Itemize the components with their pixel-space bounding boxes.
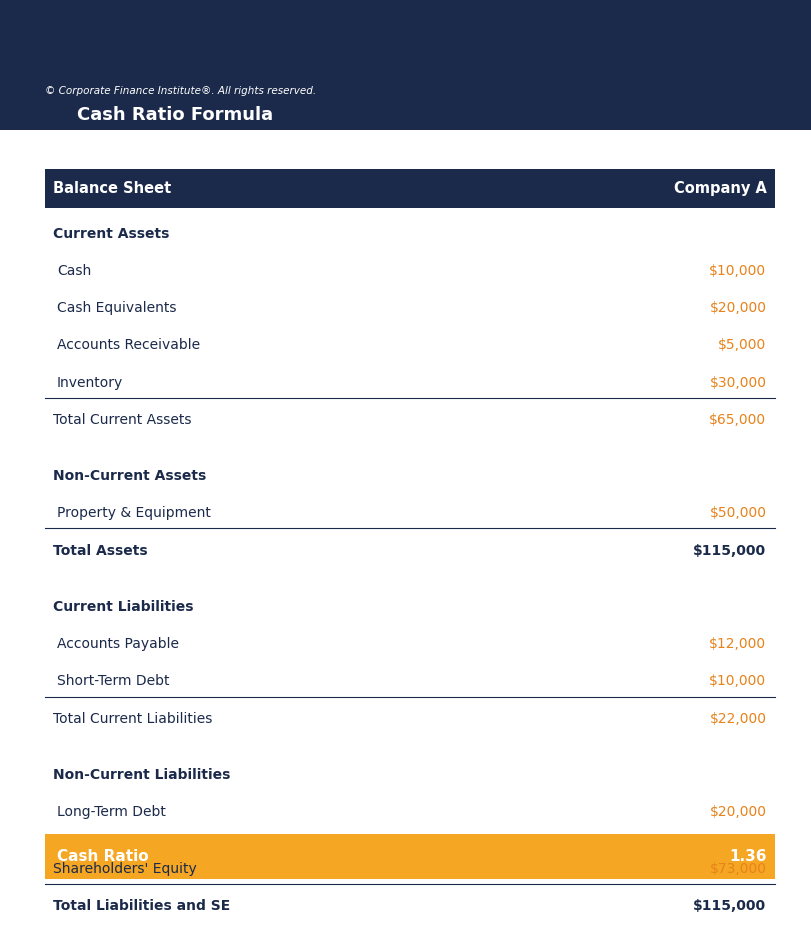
- Bar: [0, 0, 811, 130]
- Text: $10,000: $10,000: [710, 675, 766, 689]
- Text: Cash Ratio Formula: Cash Ratio Formula: [77, 107, 273, 124]
- Bar: [45, 834, 775, 880]
- Text: Total Liabilities and SE: Total Liabilities and SE: [53, 899, 230, 913]
- Text: Non-Current Liabilities: Non-Current Liabilities: [53, 768, 230, 782]
- Text: $65,000: $65,000: [710, 413, 766, 426]
- Text: Non-Current Assets: Non-Current Assets: [53, 469, 206, 483]
- Text: Cash Equivalents: Cash Equivalents: [57, 301, 176, 315]
- Text: 1.36: 1.36: [729, 849, 766, 864]
- Text: $20,000: $20,000: [710, 301, 766, 315]
- Text: Short-Term Debt: Short-Term Debt: [57, 675, 169, 689]
- Text: Inventory: Inventory: [57, 375, 123, 389]
- Text: Total Assets: Total Assets: [53, 543, 148, 557]
- Text: $20,000: $20,000: [710, 806, 766, 819]
- Text: Accounts Receivable: Accounts Receivable: [57, 338, 200, 352]
- Text: Current Liabilities: Current Liabilities: [53, 600, 193, 614]
- Text: $30,000: $30,000: [710, 375, 766, 389]
- Text: © Corporate Finance Institute®. All rights reserved.: © Corporate Finance Institute®. All righ…: [45, 86, 315, 96]
- Text: $10,000: $10,000: [710, 264, 766, 278]
- Bar: [45, 169, 775, 208]
- Text: Shareholders' Equity: Shareholders' Equity: [53, 861, 196, 875]
- Text: $50,000: $50,000: [710, 506, 766, 520]
- Text: Company A: Company A: [673, 181, 766, 196]
- Text: Total Current Liabilities: Total Current Liabilities: [53, 712, 212, 726]
- Text: $12,000: $12,000: [710, 637, 766, 651]
- Text: Current Assets: Current Assets: [53, 226, 169, 240]
- Text: Accounts Payable: Accounts Payable: [57, 637, 178, 651]
- Text: Cash Ratio: Cash Ratio: [57, 849, 148, 864]
- Text: $115,000: $115,000: [693, 899, 766, 913]
- Text: $115,000: $115,000: [693, 543, 766, 557]
- Text: $73,000: $73,000: [710, 861, 766, 875]
- Text: Property & Equipment: Property & Equipment: [57, 506, 211, 520]
- Text: Balance Sheet: Balance Sheet: [53, 181, 171, 196]
- Text: Total Current Assets: Total Current Assets: [53, 413, 191, 426]
- Text: Long-Term Debt: Long-Term Debt: [57, 806, 165, 819]
- Text: $5,000: $5,000: [719, 338, 766, 352]
- Text: $22,000: $22,000: [710, 712, 766, 726]
- Text: Cash: Cash: [57, 264, 91, 278]
